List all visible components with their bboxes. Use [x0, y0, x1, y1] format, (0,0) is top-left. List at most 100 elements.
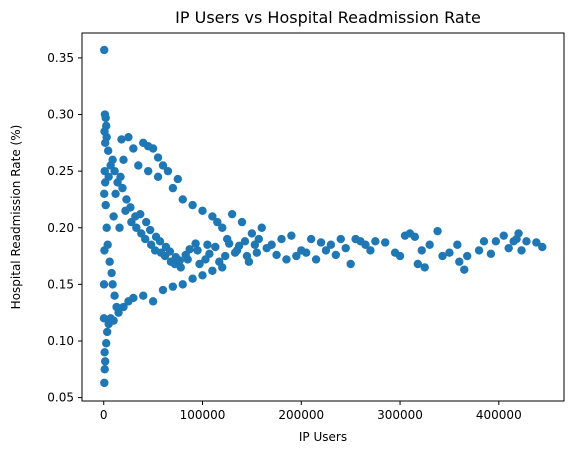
data-point — [158, 285, 168, 295]
data-point — [499, 231, 508, 240]
data-point — [445, 248, 454, 257]
data-point — [103, 146, 113, 155]
data-point — [262, 243, 271, 253]
chart-title: IP Users vs Hospital Readmission Rate — [175, 8, 481, 27]
data-point — [100, 189, 109, 198]
data-point — [371, 237, 380, 246]
data-point — [215, 257, 224, 266]
data-point — [100, 246, 109, 255]
data-point — [208, 212, 217, 221]
data-point — [168, 282, 178, 291]
data-point — [100, 378, 109, 388]
data-point — [191, 239, 200, 248]
data-point — [188, 274, 197, 283]
data-point — [101, 357, 110, 366]
data-point — [346, 259, 355, 269]
data-point — [99, 314, 109, 323]
data-point — [117, 135, 126, 144]
data-point — [517, 246, 526, 255]
data-point — [105, 257, 114, 266]
data-point — [142, 217, 151, 227]
x-tick-label: 400000 — [476, 408, 522, 422]
y-axis-label: Hospital Readmission Rate (%) — [9, 125, 23, 310]
data-point — [165, 247, 175, 256]
data-point — [522, 237, 531, 246]
data-point — [104, 172, 113, 181]
data-point — [108, 155, 117, 165]
data-point — [175, 256, 184, 265]
data-point — [514, 229, 523, 238]
data-point — [326, 240, 336, 249]
data-point — [100, 45, 109, 55]
data-point — [366, 246, 375, 255]
data-point — [143, 166, 153, 176]
data-point — [116, 172, 125, 181]
data-point — [316, 238, 326, 247]
data-point — [336, 234, 345, 244]
data-point — [102, 339, 111, 348]
data-point — [538, 242, 547, 252]
data-point — [491, 237, 501, 246]
data-point — [455, 257, 464, 266]
data-point — [126, 203, 135, 212]
data-point — [109, 316, 118, 325]
data-point — [425, 240, 434, 249]
data-point — [205, 249, 214, 258]
data-point — [420, 263, 429, 272]
data-point — [341, 243, 350, 253]
data-point — [101, 138, 110, 148]
plot-frame — [81, 32, 565, 402]
data-point — [292, 251, 301, 261]
data-point — [244, 257, 254, 266]
data-point — [176, 263, 185, 272]
data-point — [102, 327, 112, 337]
data-point — [272, 250, 281, 260]
y-tick-label: 0.30 — [47, 108, 74, 122]
data-point — [163, 166, 173, 176]
x-axis: 0 100000 200000 300000 400000 — [100, 401, 522, 422]
y-tick-label: 0.25 — [47, 164, 74, 178]
data-point — [148, 297, 158, 306]
x-tick-label: 0 — [100, 408, 108, 422]
data-point — [111, 189, 120, 198]
data-point — [486, 249, 496, 258]
y-tick-label: 0.05 — [47, 391, 74, 405]
data-point — [252, 248, 262, 257]
data-point — [198, 271, 207, 280]
data-point — [110, 166, 119, 176]
x-tick-label: 300000 — [377, 408, 423, 422]
data-point — [203, 240, 212, 249]
data-point — [158, 161, 168, 170]
data-point — [381, 238, 390, 247]
data-point — [119, 155, 128, 165]
data-point — [115, 223, 124, 232]
data-point — [302, 248, 311, 257]
data-point — [132, 223, 141, 232]
data-point — [227, 209, 237, 219]
data-point — [479, 237, 489, 246]
y-tick-label: 0.35 — [47, 51, 74, 65]
data-point — [254, 234, 263, 244]
data-point — [122, 195, 131, 204]
data-point — [198, 206, 207, 215]
data-point — [237, 217, 247, 227]
data-point — [438, 251, 447, 261]
data-point — [417, 246, 426, 255]
data-point — [413, 259, 423, 269]
data-point — [178, 280, 187, 289]
data-point — [240, 237, 250, 246]
data-point — [100, 365, 109, 374]
data-point — [410, 232, 420, 242]
data-point — [148, 144, 158, 153]
data-point — [306, 234, 316, 244]
data-point — [460, 265, 469, 274]
data-point — [153, 172, 163, 181]
data-point — [173, 174, 183, 184]
data-point — [247, 229, 257, 238]
data-point — [153, 153, 163, 162]
data-point — [218, 223, 227, 232]
data-point — [129, 144, 138, 153]
data-point — [100, 348, 109, 357]
y-axis: 0.05 0.10 0.15 0.20 0.25 0.30 0.35 — [47, 51, 82, 405]
